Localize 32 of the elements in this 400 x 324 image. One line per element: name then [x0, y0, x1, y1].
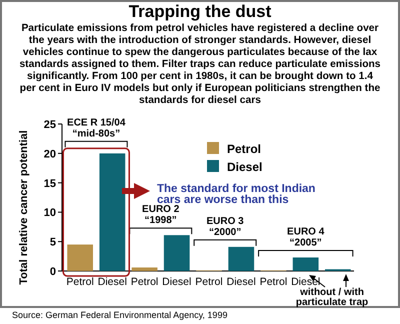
y-axis-title: Total relative cancer potential: [18, 130, 30, 285]
x-tick-label: Petrol: [66, 276, 94, 288]
x-tick-label: Petrol: [260, 276, 288, 288]
bar: [164, 235, 190, 271]
y-tick-label: 0: [50, 266, 56, 278]
y-tick-label: 10: [44, 207, 56, 220]
legend-label: Diesel: [227, 160, 262, 174]
y-tick-label: 25: [44, 119, 56, 131]
bar: [67, 244, 93, 271]
y-tick-label: 20: [44, 148, 56, 160]
annotation: EURO 2 “1998”: [142, 204, 180, 226]
source-note: Source: German Federal Environmental Agency, 1999: [12, 310, 228, 320]
chart-title: Trapping the dust: [128, 2, 272, 21]
x-tick-label: Diesel: [226, 276, 256, 288]
x-tick-label: Diesel: [98, 276, 127, 288]
legend-label: Petrol: [227, 142, 262, 156]
y-tick-label: 5: [50, 236, 56, 249]
annotation: ECE R 15/04 “mid-80s”: [67, 117, 126, 140]
bar: [292, 257, 319, 271]
x-tick-label: Diesel: [162, 276, 192, 288]
bar: [99, 153, 126, 271]
chart-subtitle: Particulate emissions from petrol vehicles have registered a decline over the years with the introduction of stronger standards. However, diesel vehicles continue to spew the dangerous particulates because of the lax standards assigned to them. Filter traps can reduce particulate emissions significantly. From 100 per cent in 1980s, it can be brought down to 1.4 per cent in Euro IV models but only if European politicians strengthen the standards for diesel cars: [19, 23, 381, 106]
annotation: EURO 4 “2005”: [287, 226, 325, 248]
bar: [132, 267, 158, 271]
x-tick-label: Petrol: [130, 276, 158, 288]
x-tick-label: Petrol: [195, 276, 223, 288]
text: without / with particulate trap: [296, 287, 368, 308]
annotation: EURO 3 “2000”: [206, 216, 244, 238]
bar: [228, 246, 254, 271]
annotation: The standard for most Indian cars are worse than this: [157, 183, 316, 206]
y-tick-label: 15: [44, 178, 56, 190]
x-tick-label: Diesel: [291, 276, 320, 288]
